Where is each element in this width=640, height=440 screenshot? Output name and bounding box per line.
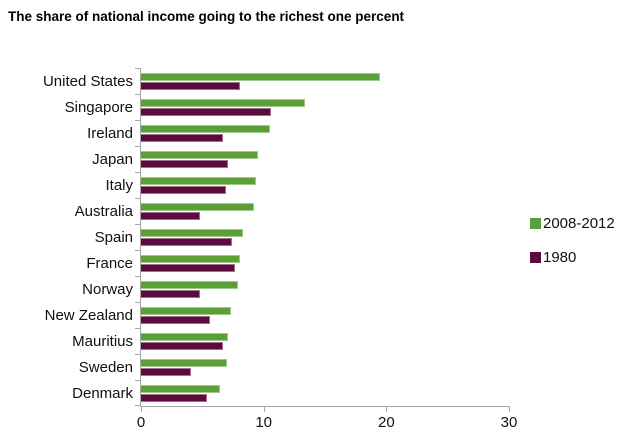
bar-2008-2012 bbox=[141, 384, 220, 393]
y-axis-line bbox=[140, 68, 141, 406]
x-axis-tick bbox=[509, 406, 510, 412]
y-axis-tick bbox=[135, 171, 140, 173]
y-axis-tick bbox=[135, 275, 140, 277]
plot-area: 0 10 20 30 bbox=[135, 68, 517, 431]
bar-row bbox=[141, 354, 509, 380]
bar-1980 bbox=[141, 315, 210, 324]
y-axis-tick bbox=[135, 354, 140, 355]
bar-2008-2012 bbox=[141, 202, 254, 211]
bar-2008-2012 bbox=[141, 228, 243, 237]
x-tick-label: 20 bbox=[377, 414, 395, 431]
bar-2008-2012 bbox=[141, 280, 238, 289]
bar-1980 bbox=[141, 393, 208, 402]
y-axis-tick bbox=[135, 146, 140, 147]
x-axis-tick bbox=[386, 406, 388, 412]
chart-title: The share of national income going to th… bbox=[8, 9, 405, 24]
x-axis-tick bbox=[141, 406, 142, 412]
bar-row bbox=[141, 302, 509, 328]
bar-1980 bbox=[141, 341, 224, 350]
category-label: Denmark bbox=[72, 384, 133, 402]
category-label: United States bbox=[42, 72, 133, 90]
bar-row bbox=[141, 146, 509, 172]
category-label: New Zealand bbox=[44, 306, 133, 324]
legend-label: 1980 bbox=[543, 249, 577, 266]
category-label: France bbox=[86, 254, 133, 272]
bar-row bbox=[141, 94, 509, 120]
bar-2008-2012 bbox=[141, 72, 381, 81]
bar-2008-2012 bbox=[141, 254, 241, 263]
bar-2008-2012 bbox=[141, 332, 229, 341]
y-axis-tick bbox=[135, 405, 140, 406]
bar-row bbox=[141, 224, 509, 250]
category-label: Australia bbox=[74, 202, 133, 220]
x-axis-tick bbox=[263, 406, 265, 412]
bar-row bbox=[141, 172, 509, 198]
y-axis-tick bbox=[135, 198, 140, 199]
y-axis-tick bbox=[135, 249, 140, 251]
bar-row bbox=[141, 250, 509, 276]
bar-row bbox=[141, 328, 509, 354]
category-label: Ireland bbox=[87, 124, 133, 142]
category-axis-labels: United States Singapore Ireland Japan Italy A… bbox=[0, 68, 133, 406]
y-axis-tick bbox=[135, 119, 140, 121]
bar-1980 bbox=[141, 367, 192, 376]
bar-1980 bbox=[141, 211, 200, 220]
legend-swatch-1980 bbox=[530, 252, 541, 263]
bar-row bbox=[141, 276, 509, 302]
x-axis-line bbox=[140, 406, 510, 407]
bar-2008-2012 bbox=[141, 98, 306, 107]
bar-1980 bbox=[141, 263, 236, 272]
x-tick-label: 10 bbox=[255, 414, 272, 431]
bar-2008-2012 bbox=[141, 306, 231, 315]
legend: 2008-2012 1980 bbox=[530, 215, 615, 266]
x-tick-label: 30 bbox=[500, 414, 518, 431]
bar-row bbox=[141, 380, 509, 406]
bar-1980 bbox=[141, 159, 229, 168]
bar-2008-2012 bbox=[141, 358, 227, 367]
bar-1980 bbox=[141, 237, 232, 246]
bar-2008-2012 bbox=[141, 176, 257, 185]
bar-2008-2012 bbox=[141, 150, 258, 159]
category-label: Japan bbox=[92, 150, 133, 168]
legend-item-2008-2012: 2008-2012 bbox=[530, 215, 615, 232]
category-label: Spain bbox=[94, 228, 133, 246]
y-axis-tick bbox=[135, 93, 140, 95]
y-axis-tick bbox=[135, 301, 140, 303]
y-axis-tick bbox=[135, 380, 140, 381]
y-axis-tick bbox=[135, 68, 140, 69]
legend-swatch-2008-2012 bbox=[530, 218, 541, 229]
category-label: Sweden bbox=[78, 358, 133, 376]
y-axis-tick bbox=[135, 328, 140, 329]
bar-1980 bbox=[141, 133, 224, 142]
x-tick-label: 0 bbox=[136, 414, 146, 431]
legend-item-1980: 1980 bbox=[530, 249, 615, 266]
category-label: Mauritius bbox=[72, 332, 133, 350]
bar-1980 bbox=[141, 289, 200, 298]
bar-2008-2012 bbox=[141, 124, 270, 133]
y-axis-tick bbox=[135, 224, 140, 225]
category-label: Norway bbox=[82, 280, 133, 298]
bar-1980 bbox=[141, 107, 272, 116]
bar-row bbox=[141, 120, 509, 146]
category-label: Italy bbox=[105, 176, 133, 194]
bar-row bbox=[141, 198, 509, 224]
legend-label: 2008-2012 bbox=[543, 215, 615, 232]
bar-1980 bbox=[141, 81, 241, 90]
bar-1980 bbox=[141, 185, 226, 194]
bar-row bbox=[141, 68, 509, 94]
bar-rows bbox=[141, 68, 509, 406]
category-label: Singapore bbox=[64, 98, 133, 116]
